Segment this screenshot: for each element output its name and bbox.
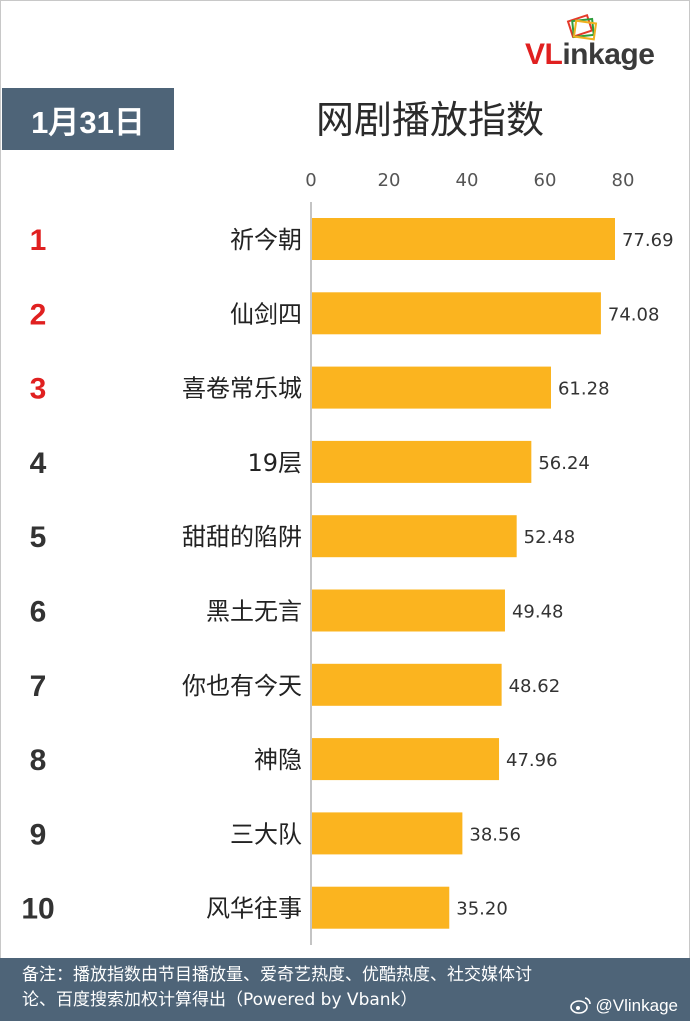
logo-prefix: VL: [525, 38, 563, 71]
bar-value-label: 52.48: [524, 527, 576, 548]
bar-value-label: 49.48: [512, 602, 564, 623]
bar-value-label: 61.28: [558, 379, 610, 400]
bar: [312, 886, 450, 929]
bar-chart: 0 20 40 60 8077.69祈今朝174.08仙剑四261.28喜卷常乐城356…: [21, 170, 674, 945]
rank-label: 6: [30, 596, 47, 629]
bar: [312, 366, 551, 409]
weibo-watermark: @Vlinkage: [569, 993, 678, 1017]
bar: [312, 663, 502, 706]
bar-value-label: 38.56: [469, 824, 521, 845]
category-label: 19层: [247, 449, 302, 477]
bar: [312, 812, 463, 855]
x-tick-label: 60: [534, 170, 557, 191]
rank-label: 4: [30, 447, 47, 480]
rank-label: 9: [30, 818, 47, 851]
bar-value-label: 77.69: [622, 230, 674, 251]
category-label: 祈今朝: [230, 226, 302, 254]
category-label: 你也有今天: [182, 672, 302, 700]
rank-label: 7: [30, 670, 47, 703]
footer-note-line2: 论、百度搜索加权计算得出（Powered by Vbank）: [22, 990, 418, 1010]
logo-wordmark: VLinkage: [525, 38, 655, 72]
date-badge: 1月31日: [2, 88, 174, 150]
bar: [312, 218, 615, 260]
category-label: 甜甜的陷阱: [182, 523, 302, 551]
chart-title: 网剧播放指数: [315, 98, 544, 142]
bar-value-label: 48.62: [509, 676, 561, 697]
category-label: 三大队: [230, 820, 302, 848]
bar: [312, 440, 532, 483]
category-label: 喜卷常乐城: [182, 375, 302, 403]
rank-label: 8: [30, 744, 47, 777]
bar: [312, 515, 517, 558]
watermark-handle: @Vlinkage: [595, 995, 678, 1015]
weibo-icon: [569, 997, 591, 1014]
footer-note-line1: 备注：播放指数由节目播放量、爱奇艺热度、优酷热度、社交媒体讨: [22, 965, 532, 985]
rank-label: 1: [30, 224, 47, 257]
category-label: 仙剑四: [230, 300, 302, 328]
logo-suffix: inkage: [562, 38, 655, 71]
vlinkage-logo: VLinkage: [525, 12, 685, 74]
rank-label: 10: [21, 893, 54, 926]
rank-label: 3: [30, 373, 47, 406]
x-tick-label: 20: [378, 170, 401, 191]
bar: [312, 292, 601, 335]
bar: [312, 589, 505, 632]
x-tick-label: 0: [305, 170, 316, 191]
bar-value-label: 56.24: [538, 453, 590, 474]
x-tick-label: 40: [456, 170, 479, 191]
bar-value-label: 35.20: [456, 899, 508, 920]
bar-value-label: 47.96: [506, 750, 558, 771]
category-label: 黑土无言: [206, 598, 302, 626]
rank-label: 2: [30, 298, 47, 331]
x-tick-label: 80: [612, 170, 635, 191]
footer-note: 备注：播放指数由节目播放量、爱奇艺热度、优酷热度、社交媒体讨 论、百度搜索加权计…: [0, 958, 690, 1021]
bar: [312, 738, 500, 781]
stacked-cards-logo-icon: [566, 14, 598, 41]
rank-label: 5: [30, 521, 47, 554]
category-label: 风华往事: [206, 895, 302, 923]
bar-value-label: 74.08: [608, 304, 660, 325]
category-label: 神隐: [254, 746, 302, 774]
